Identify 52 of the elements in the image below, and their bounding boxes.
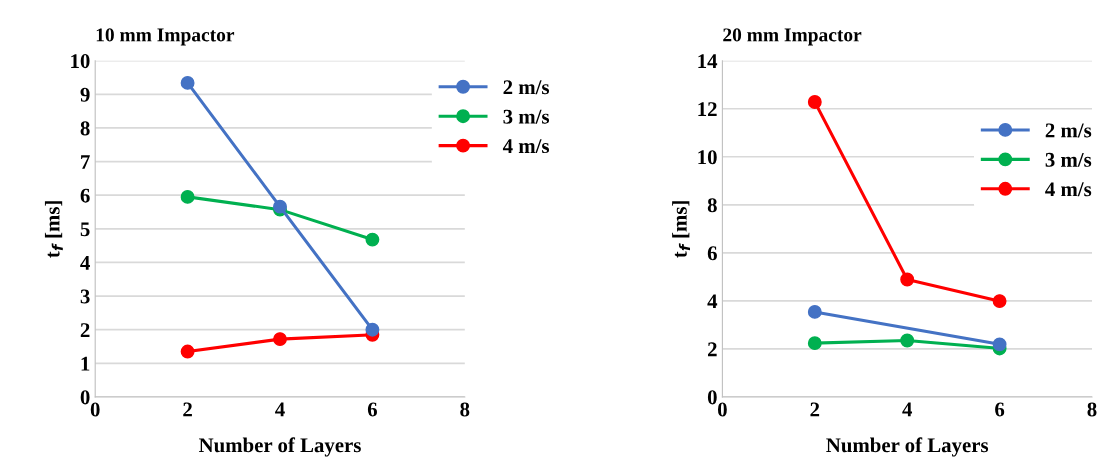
chart-title: 20 mm Impactor <box>723 28 862 46</box>
point <box>807 304 822 319</box>
y-tick-label: 0 <box>707 390 717 405</box>
y-tick-label: 4 <box>80 255 90 270</box>
y-tick-label: 7 <box>81 155 90 169</box>
x-tick-label: 2 <box>183 402 192 417</box>
point <box>180 189 195 204</box>
legend-label: 2 m/s <box>1045 123 1092 138</box>
point <box>807 95 822 109</box>
point <box>365 322 380 337</box>
x-axis-title: Number of Layers <box>198 437 361 457</box>
y-tick-label: 10 <box>71 54 90 69</box>
legend-label: 4 m/s <box>1045 182 1092 197</box>
point <box>180 75 195 90</box>
y-tick-label: 6 <box>707 246 717 261</box>
legend-label: 4 m/s <box>502 139 550 154</box>
legend-label: 3 m/s <box>1045 152 1092 167</box>
y-tick-label: 9 <box>80 87 90 102</box>
y-tick-label: 0 <box>80 390 90 405</box>
y-tick-label: 14 <box>698 54 718 68</box>
x-tick-label: 4 <box>275 402 285 417</box>
point <box>273 332 287 347</box>
point <box>365 232 380 247</box>
y-tick-label: 10 <box>698 150 717 165</box>
x-tick-label: 2 <box>810 402 820 417</box>
y-tick-label: 5 <box>80 222 90 237</box>
point <box>992 294 1007 309</box>
y-tick-label: 12 <box>698 102 717 116</box>
y-tick-label: 3 <box>80 289 90 304</box>
point <box>900 333 915 348</box>
y-tick-label: 2 <box>708 342 717 357</box>
y-tick-label: 4 <box>707 294 718 309</box>
point <box>900 272 915 287</box>
x-axis-title: Number of Layers <box>826 437 989 457</box>
x-tick-label: 8 <box>460 402 470 417</box>
legend-label: 2 m/s <box>503 80 550 95</box>
y-tick-label: 8 <box>707 198 717 213</box>
chart-title: 10 mm Impactor <box>96 28 235 46</box>
point <box>180 344 195 359</box>
y-axis-title: t$_{f}$ [ms] <box>44 201 63 258</box>
x-tick-label: 6 <box>995 402 1005 417</box>
y-tick-label: 6 <box>80 188 90 203</box>
y-tick-label: 1 <box>81 356 90 371</box>
point <box>992 337 1007 352</box>
y-tick-label: 8 <box>80 121 90 136</box>
y-tick-label: 2 <box>80 323 90 337</box>
y-axis-title: t$_{f}$ [ms] <box>672 201 690 258</box>
x-tick-label: 4 <box>902 402 913 417</box>
x-tick-label: 6 <box>367 402 377 417</box>
x-tick-label: 8 <box>1087 402 1097 417</box>
point <box>807 336 822 351</box>
legend-label: 3 m/s <box>503 109 550 124</box>
